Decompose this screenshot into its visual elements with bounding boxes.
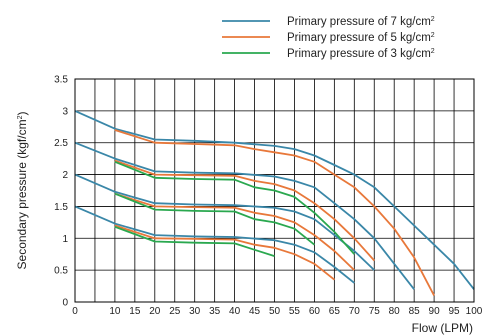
legend-label: Primary pressure of 5 kg/cm2 [287, 32, 435, 44]
series-line [114, 224, 335, 281]
legend-label-superscript: 2 [431, 16, 435, 23]
x-tick-label: 30 [189, 306, 201, 317]
legend: Primary pressure of 7 kg/cm2 Primary pres… [222, 16, 435, 60]
y-tick-label: 3.5 [54, 75, 68, 86]
series-line [114, 160, 355, 255]
x-tick-labels: 0 10 15 20 25 30 35 40 45 50 55 60 65 70 75 80 85 90 95 100 [72, 306, 483, 317]
axes [74, 78, 475, 303]
legend-label-superscript: 2 [431, 48, 435, 55]
legend-label: Primary pressure of 7 kg/cm2 [287, 16, 435, 28]
series-3 [114, 160, 355, 257]
y-tick-label: 0 [62, 298, 68, 309]
y-axis-title: Secondary pressure (kgf/cm2) [15, 112, 29, 270]
series-2 [114, 129, 435, 297]
series-line [114, 225, 275, 257]
series-line [74, 141, 415, 290]
series-line [114, 129, 435, 297]
x-tick-label: 100 [466, 306, 483, 317]
series-line [114, 192, 355, 271]
y-axis-title-superscript: 2 [17, 115, 24, 119]
x-tick-label: 80 [389, 306, 401, 317]
x-tick-label: 0 [72, 306, 78, 317]
x-tick-label: 95 [448, 306, 460, 317]
series-line [74, 110, 475, 290]
y-axis-title-tail: ) [15, 112, 29, 116]
series-line [114, 159, 375, 262]
series-layer [74, 110, 475, 297]
x-tick-label: 55 [289, 306, 301, 317]
x-tick-label: 75 [369, 306, 381, 317]
x-tick-label: 35 [209, 306, 221, 317]
plot-frame [74, 78, 475, 303]
y-tick-label: 1 [62, 234, 68, 245]
y-tick-label: 0.5 [54, 266, 68, 277]
x-axis-title: Flow (LPM) [412, 321, 473, 335]
x-tick-label: 10 [109, 306, 121, 317]
x-tick-label: 15 [129, 306, 141, 317]
x-tick-label: 45 [249, 306, 261, 317]
y-tick-label: 2.5 [54, 138, 68, 149]
x-tick-label: 60 [309, 306, 321, 317]
legend-label-superscript: 2 [431, 32, 435, 39]
x-tick-label: 70 [349, 306, 361, 317]
x-tick-label: 85 [409, 306, 421, 317]
x-tick-label: 20 [149, 306, 161, 317]
x-tick-label: 25 [169, 306, 181, 317]
series-line [74, 205, 355, 284]
series-line [114, 192, 315, 246]
x-tick-label: 40 [229, 306, 241, 317]
x-tick-label: 90 [429, 306, 441, 317]
legend-label: Primary pressure of 3 kg/cm2 [287, 48, 435, 60]
series-line [74, 173, 375, 271]
x-tick-label: 65 [329, 306, 341, 317]
y-tick-label: 1.5 [54, 202, 68, 213]
x-tick-label: 50 [269, 306, 281, 317]
y-tick-label: 3 [62, 106, 68, 117]
y-tick-label: 2 [62, 170, 68, 181]
y-tick-labels: 0 0.5 1 1.5 2 2.5 3 3.5 [54, 75, 68, 309]
